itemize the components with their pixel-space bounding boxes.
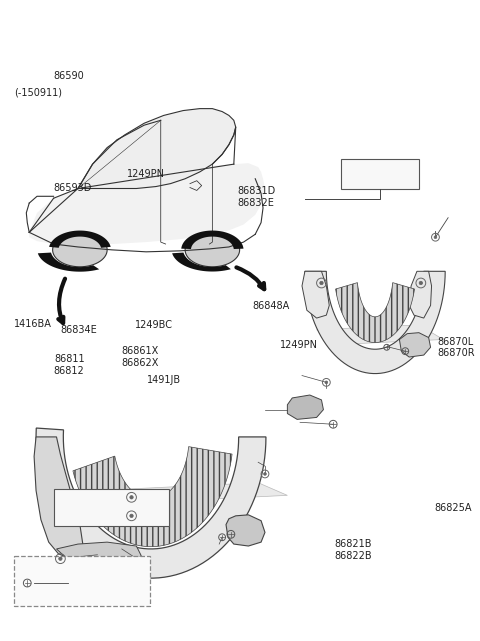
Polygon shape bbox=[29, 163, 265, 245]
Text: 86821B
86822B: 86821B 86822B bbox=[334, 540, 372, 561]
Circle shape bbox=[130, 495, 133, 499]
Text: (-150911): (-150911) bbox=[14, 88, 62, 97]
Polygon shape bbox=[317, 325, 443, 344]
Polygon shape bbox=[172, 253, 231, 272]
Text: 86848A: 86848A bbox=[252, 301, 290, 310]
Polygon shape bbox=[97, 483, 288, 503]
Circle shape bbox=[264, 472, 266, 475]
Polygon shape bbox=[34, 437, 83, 559]
Text: 1491JB: 1491JB bbox=[147, 375, 181, 385]
Text: 1249PN: 1249PN bbox=[127, 169, 165, 179]
Text: 86593D: 86593D bbox=[54, 183, 92, 193]
Circle shape bbox=[419, 281, 422, 285]
Polygon shape bbox=[49, 231, 111, 248]
Polygon shape bbox=[181, 231, 243, 249]
Bar bbox=[341, 159, 419, 188]
Text: 86590: 86590 bbox=[54, 71, 84, 81]
Polygon shape bbox=[57, 542, 141, 569]
Polygon shape bbox=[288, 395, 324, 419]
Text: 86831D
86832E: 86831D 86832E bbox=[238, 186, 276, 208]
Polygon shape bbox=[302, 271, 329, 318]
Text: 1249PN: 1249PN bbox=[280, 340, 318, 351]
Bar bbox=[13, 556, 150, 606]
Text: 1249BC: 1249BC bbox=[135, 320, 173, 331]
Text: 86811
86812: 86811 86812 bbox=[54, 354, 84, 376]
Text: 1416BA: 1416BA bbox=[14, 319, 52, 329]
Polygon shape bbox=[185, 233, 240, 267]
Polygon shape bbox=[399, 333, 431, 357]
Polygon shape bbox=[36, 428, 266, 578]
Polygon shape bbox=[409, 271, 432, 318]
Circle shape bbox=[320, 281, 323, 285]
Circle shape bbox=[130, 514, 133, 517]
Polygon shape bbox=[305, 271, 445, 374]
Polygon shape bbox=[336, 283, 415, 342]
Circle shape bbox=[434, 236, 437, 238]
Polygon shape bbox=[78, 108, 236, 188]
Polygon shape bbox=[226, 515, 265, 546]
Text: 86834E: 86834E bbox=[61, 326, 97, 335]
Bar bbox=[54, 488, 168, 526]
Text: 86861X
86862X: 86861X 86862X bbox=[121, 346, 159, 367]
Circle shape bbox=[325, 381, 328, 384]
Text: 86870L
86870R: 86870L 86870R bbox=[437, 337, 475, 358]
Polygon shape bbox=[53, 233, 107, 267]
Circle shape bbox=[59, 557, 62, 560]
Polygon shape bbox=[38, 253, 99, 272]
Polygon shape bbox=[73, 447, 232, 547]
Text: 86825A: 86825A bbox=[435, 503, 472, 513]
